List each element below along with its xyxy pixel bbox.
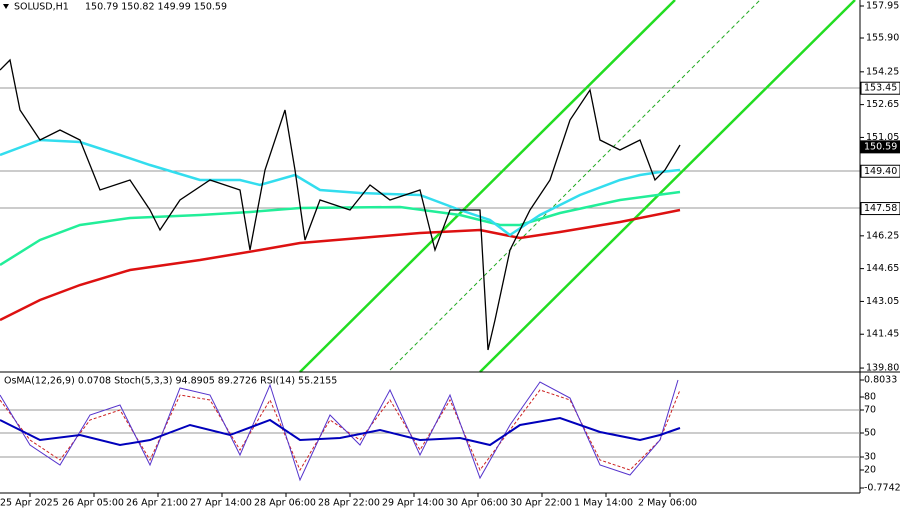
indicator-label: 30 <box>864 452 876 463</box>
time-label: 30 Apr 06:00 <box>446 498 508 509</box>
price-label: 146.25 <box>866 230 899 241</box>
price-marker <box>860 164 900 178</box>
symbol-header: SOLUSD,H1 <box>14 2 69 13</box>
indicator-label: -0.7742 <box>864 483 900 494</box>
time-label: 1 May 14:00 <box>574 498 633 509</box>
indicator-label: 20 <box>864 465 876 476</box>
time-label: 29 Apr 14:00 <box>382 498 444 509</box>
header-arrow <box>3 4 9 9</box>
ma-green <box>0 190 681 267</box>
price-label: 139.80 <box>866 363 899 374</box>
price-line <box>0 58 681 351</box>
indicator-label: 70 <box>864 405 876 416</box>
price-label: 143.05 <box>866 296 899 307</box>
ohlc-header: 150.79 150.82 149.99 150.59 <box>85 2 227 13</box>
time-label: 26 Apr 05:00 <box>62 498 124 509</box>
price-label: 155.90 <box>866 33 899 44</box>
channel-line <box>299 0 676 373</box>
time-label: 26 Apr 21:00 <box>126 498 188 509</box>
price-label: 144.65 <box>866 263 899 274</box>
stoch-main <box>0 379 679 482</box>
time-label: 27 Apr 14:00 <box>190 498 252 509</box>
price-marker <box>860 140 900 154</box>
channel <box>299 0 856 373</box>
price-marker <box>860 81 900 95</box>
price-marker-label: 153.45 <box>864 83 897 94</box>
ma-red <box>0 208 681 322</box>
time-label: 30 Apr 22:00 <box>510 498 572 509</box>
price-label: 157.95 <box>866 1 899 12</box>
indicator-header: OsMA(12,26,9) 0.0708 Stoch(5,3,3) 94.890… <box>4 376 337 387</box>
price-label: 151.05 <box>866 132 899 143</box>
price-marker-label: 149.40 <box>864 166 897 177</box>
indicator-label: 50 <box>864 428 876 439</box>
price-label: 152.65 <box>866 99 899 110</box>
channel-line <box>479 0 856 373</box>
price-marker <box>860 202 900 216</box>
channel-midline <box>389 0 761 371</box>
rsi-line <box>0 416 681 447</box>
indicator-label: 0.8033 <box>864 375 897 386</box>
time-label: 28 Apr 22:00 <box>318 498 380 509</box>
indicator-label: 80 <box>864 392 876 403</box>
price-label: 141.45 <box>866 329 899 340</box>
price-marker-label: 150.59 <box>864 141 897 152</box>
time-label: 28 Apr 06:00 <box>254 498 316 509</box>
ma-cyan <box>0 138 681 237</box>
time-label: 25 Apr 2025 <box>0 498 59 509</box>
time-label: 2 May 06:00 <box>638 498 697 509</box>
price-label: 154.25 <box>866 66 899 77</box>
price-marker-label: 147.58 <box>864 203 897 214</box>
